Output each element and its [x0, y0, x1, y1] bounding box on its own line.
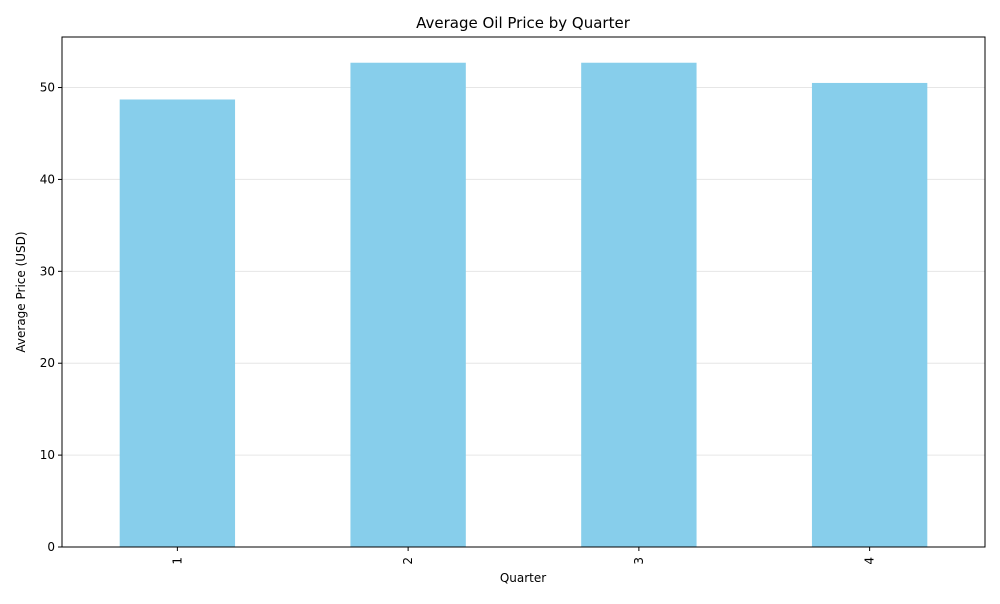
x-axis-label: Quarter [500, 571, 546, 585]
y-tick-label: 50 [40, 81, 55, 95]
bar-quarter-3 [581, 62, 697, 547]
x-tick-label: 2 [401, 557, 415, 565]
y-tick-label: 30 [40, 264, 55, 278]
y-tick-label: 0 [47, 540, 55, 554]
y-tick-label: 20 [40, 356, 55, 370]
plot-frame [61, 36, 986, 548]
bar-quarter-2 [350, 62, 466, 547]
x-tick-label: 4 [863, 557, 877, 565]
x-tick-label: 1 [170, 557, 184, 565]
x-tick-label: 3 [632, 557, 646, 565]
bar-quarter-4 [811, 82, 928, 547]
bars [119, 62, 928, 548]
y-tick-label: 40 [40, 172, 55, 186]
x-axis-ticks: 1 2 3 4 [170, 547, 877, 565]
y-axis-label: Average Price (USD) [14, 231, 28, 352]
chart-title: Average Oil Price by Quarter [416, 14, 631, 32]
y-tick-label: 10 [40, 448, 55, 462]
y-axis-ticks: 0 10 20 30 40 50 [40, 81, 62, 554]
bar-quarter-1 [119, 99, 236, 548]
